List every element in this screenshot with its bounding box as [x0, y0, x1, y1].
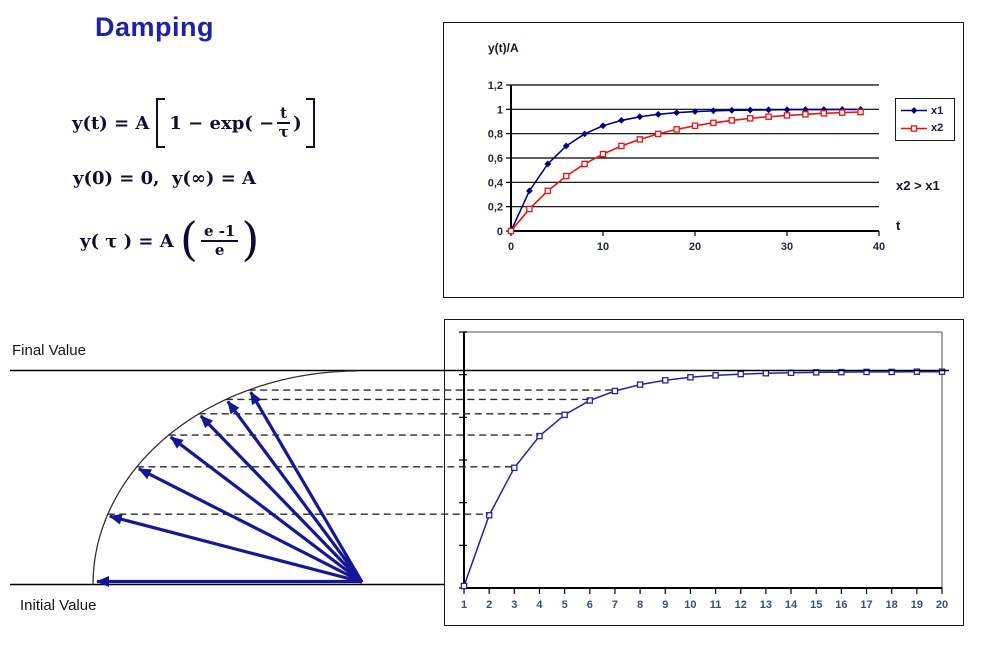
formula1-lhs: y(t) = A — [72, 112, 150, 134]
chart-legend: x1 x2 — [895, 98, 955, 141]
formula2-text: y(0) = 0, y(∞) = A — [73, 168, 257, 189]
svg-text:4: 4 — [536, 599, 543, 611]
formula3-lhs: y( τ ) = A — [80, 231, 180, 253]
left-bracket — [156, 98, 166, 148]
svg-text:18: 18 — [886, 599, 898, 611]
svg-text:0,2: 0,2 — [488, 202, 503, 214]
legend-label-x2: x2 — [931, 122, 944, 135]
formula1-inner: 1 − exp( − — [169, 112, 275, 134]
svg-text:15: 15 — [810, 599, 822, 611]
svg-text:2: 2 — [486, 599, 492, 611]
response-comparison-plot: 0 0,2 0,4 0,6 0,8 1 1,2 0 10 20 30 40 — [488, 80, 885, 253]
formula-step-response: y(t) = A 1 − exp( − t τ ) — [72, 98, 317, 148]
svg-text:19: 19 — [911, 599, 923, 611]
unit-response-chart-panel: 1 2 3 4 5 6 7 8 9 10 11 12 13 14 15 16 17 18 19 20 — [444, 319, 964, 626]
initial-value-label: Initial Value — [20, 597, 97, 614]
x-axis-label: t — [896, 218, 901, 233]
fraction-t-over-tau: t τ — [277, 105, 291, 141]
fraction-denominator: e — [214, 241, 225, 260]
formula1-close: ) — [293, 112, 302, 134]
svg-text:20: 20 — [689, 241, 701, 253]
svg-text:1: 1 — [461, 599, 467, 611]
left-paren: ( — [179, 212, 198, 266]
right-paren: ) — [241, 212, 260, 266]
x1-line-marker-sample — [901, 107, 927, 115]
svg-text:10: 10 — [684, 599, 696, 611]
fraction-numerator: e -1 — [200, 224, 239, 243]
svg-text:0: 0 — [497, 226, 503, 238]
page-title: Damping — [95, 12, 215, 42]
unit-response-plot: 1 2 3 4 5 6 7 8 9 10 11 12 13 14 15 16 17 18 19 20 — [459, 331, 948, 611]
legend-item-x2: x2 — [900, 122, 954, 134]
svg-text:6: 6 — [587, 599, 593, 611]
svg-text:0: 0 — [508, 241, 514, 253]
svg-text:1,2: 1,2 — [488, 80, 503, 92]
x2-line-marker-sample — [901, 125, 927, 132]
right-bracket — [305, 98, 315, 148]
svg-text:14: 14 — [785, 599, 798, 611]
formula-boundary-values: y(0) = 0, y(∞) = A — [73, 168, 256, 189]
fraction-e-minus-1-over-e: e -1 e — [200, 224, 239, 260]
svg-text:10: 10 — [597, 241, 609, 253]
fraction-denominator: τ — [278, 122, 289, 141]
svg-text:3: 3 — [511, 599, 517, 611]
annotation-x2-gt-x1: x2 > x1 — [896, 178, 940, 193]
svg-text:0,4: 0,4 — [488, 177, 504, 189]
svg-text:12: 12 — [735, 599, 747, 611]
svg-text:40: 40 — [873, 241, 885, 253]
svg-text:20: 20 — [936, 599, 948, 611]
svg-text:0,6: 0,6 — [488, 153, 503, 165]
svg-text:30: 30 — [781, 241, 793, 253]
legend-item-x1: x1 — [900, 105, 954, 117]
response-comparison-chart-panel: 0 0,2 0,4 0,6 0,8 1 1,2 0 10 20 30 40 y(t)/A x1 x2 … — [443, 22, 964, 298]
svg-text:1: 1 — [497, 104, 503, 116]
fraction-numerator: t — [277, 105, 291, 124]
svg-text:7: 7 — [612, 599, 618, 611]
svg-text:13: 13 — [760, 599, 772, 611]
legend-label-x1: x1 — [931, 104, 944, 117]
svg-text:11: 11 — [710, 599, 722, 611]
svg-text:16: 16 — [835, 599, 847, 611]
svg-text:17: 17 — [860, 599, 872, 611]
svg-text:0,8: 0,8 — [488, 129, 503, 141]
y-axis-label: y(t)/A — [488, 41, 519, 55]
final-value-label: Final Value — [12, 342, 86, 359]
svg-text:9: 9 — [662, 599, 668, 611]
svg-text:5: 5 — [562, 599, 568, 611]
formula-tau-value: y( τ ) = A ( e -1 e ) — [80, 212, 260, 266]
svg-text:8: 8 — [637, 599, 643, 611]
